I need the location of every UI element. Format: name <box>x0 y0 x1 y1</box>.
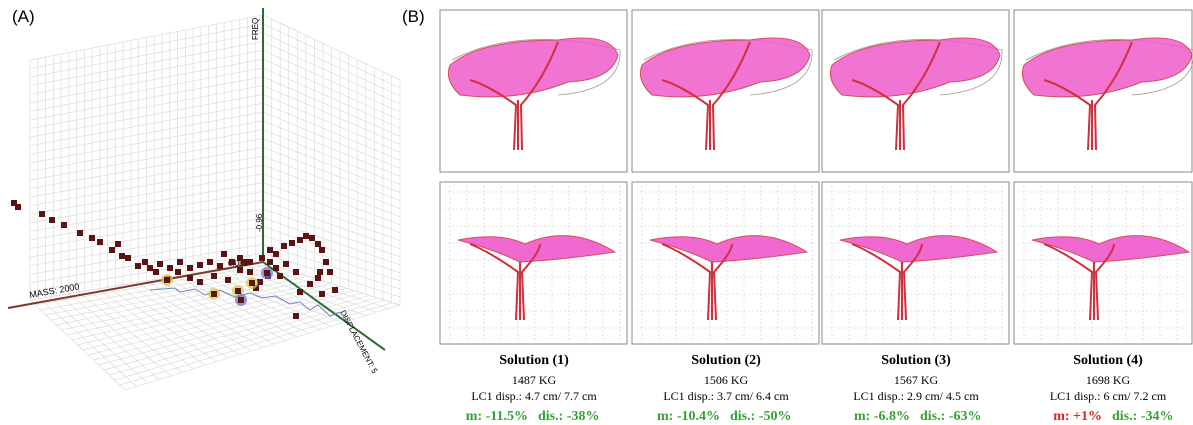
scatter-point <box>319 247 325 253</box>
mass-change: m: -10.4% <box>657 409 720 424</box>
scatter-point <box>307 281 313 287</box>
solution-displacement: LC1 disp.: 6 cm/ 7.2 cm <box>1050 389 1167 403</box>
scatter-point <box>273 265 279 271</box>
scatter-point <box>119 253 125 259</box>
scatter-point <box>147 265 153 271</box>
solution-displacement: LC1 disp.: 3.7 cm/ 6.4 cm <box>663 389 789 403</box>
scatter-point <box>77 230 83 236</box>
render-frame <box>440 182 627 344</box>
scatter-point <box>309 235 315 241</box>
solution-title: Solution (2) <box>691 353 761 368</box>
scatter-point <box>142 259 148 265</box>
scatter-point <box>247 269 253 275</box>
solution-mass: 1487 KG <box>512 373 557 387</box>
scatter-point <box>109 247 115 253</box>
scatter-point <box>177 259 183 265</box>
scatter-point <box>153 269 159 275</box>
scatter-point <box>264 270 270 276</box>
scatter-point <box>327 269 333 275</box>
scatter-point <box>39 211 45 217</box>
scatter-point <box>187 265 193 271</box>
scatter-point <box>167 265 173 271</box>
render-frame <box>822 182 1009 344</box>
scatter-point <box>281 243 287 249</box>
mass-change: m: -11.5% <box>466 409 528 424</box>
scatter-point <box>267 247 273 253</box>
panel-label: (B) <box>402 7 425 26</box>
solution-title: Solution (4) <box>1073 353 1143 368</box>
scatter-point <box>49 217 55 223</box>
solution-mass: 1567 KG <box>894 373 939 387</box>
scatter-point <box>241 259 247 265</box>
disp-change: dis.: -63% <box>920 409 981 424</box>
scatter-point <box>247 259 253 265</box>
scatter-point <box>303 233 309 239</box>
tick-label: -0.96 <box>255 213 264 232</box>
scatter-point <box>207 259 213 265</box>
panel-label: (A) <box>12 7 35 26</box>
scatter-point <box>293 313 299 319</box>
solution-mass: 1698 KG <box>1086 373 1131 387</box>
scatter-point <box>297 289 303 295</box>
scatter-point <box>175 269 181 275</box>
scatter-point <box>211 273 217 279</box>
solution-mass: 1506 KG <box>704 373 749 387</box>
scatter-point <box>249 280 255 286</box>
scatter-point <box>89 235 95 241</box>
scatter-point <box>319 291 325 297</box>
panel-b: Solution (1) 1487 KG LC1 disp.: 4.7 cm/ 7.… <box>440 10 1193 424</box>
scatter-point <box>323 259 329 265</box>
scatter-point <box>164 277 170 283</box>
scatter-point <box>135 263 141 269</box>
scatter-point <box>297 237 303 243</box>
solution-title: Solution (1) <box>499 353 569 368</box>
scatter-point <box>217 263 223 269</box>
disp-change: dis.: -38% <box>538 409 599 424</box>
scatter-point <box>235 288 241 294</box>
render-frame <box>632 182 819 344</box>
scatter-point <box>157 261 163 267</box>
scatter-point <box>197 279 203 285</box>
scatter-point <box>317 269 323 275</box>
scatter-point <box>211 291 217 297</box>
grid-line <box>62 276 309 330</box>
scatter-point <box>15 204 21 210</box>
scatter-point <box>315 275 321 281</box>
solution-title: Solution (3) <box>881 353 951 368</box>
panel-a: FREQMASS: 2000DISPLACEMENT: 5-0.960.088 <box>8 8 400 390</box>
scatter-point <box>187 275 193 281</box>
grid-line <box>93 291 354 360</box>
scatter-point <box>197 262 203 268</box>
scatter-point <box>61 222 67 228</box>
mass-change: m: -6.8% <box>854 409 910 424</box>
scatter-point <box>125 255 131 261</box>
scatter-point <box>238 297 244 303</box>
scatter-point <box>332 287 338 293</box>
scatter-point <box>267 259 273 265</box>
disp-change: dis.: -50% <box>730 409 791 424</box>
scatter-point <box>315 241 321 247</box>
scatter-point <box>289 240 295 246</box>
axis-label: FREQ <box>251 18 260 40</box>
scatter-point <box>237 267 243 273</box>
scatter-point <box>273 251 279 257</box>
solution-displacement: LC1 disp.: 4.7 cm/ 7.7 cm <box>471 389 597 403</box>
disp-change: dis.: -34% <box>1112 409 1173 424</box>
mass-change: m: +1% <box>1053 409 1102 424</box>
scatter-point <box>277 273 283 279</box>
scatter-point <box>229 259 235 265</box>
scatter-point <box>293 269 299 275</box>
scatter-point <box>259 255 265 261</box>
scatter-point <box>97 239 103 245</box>
solution-displacement: LC1 disp.: 2.9 cm/ 4.5 cm <box>853 389 979 403</box>
scatter-point <box>115 241 121 247</box>
figure: (A) (B) FREQMASS: 2000DISPLACEMENT: 5-0.… <box>0 0 1193 425</box>
scatter-point <box>225 277 231 283</box>
scatter-point <box>221 251 227 257</box>
scatter-point <box>283 261 289 267</box>
grid-line <box>109 298 377 375</box>
